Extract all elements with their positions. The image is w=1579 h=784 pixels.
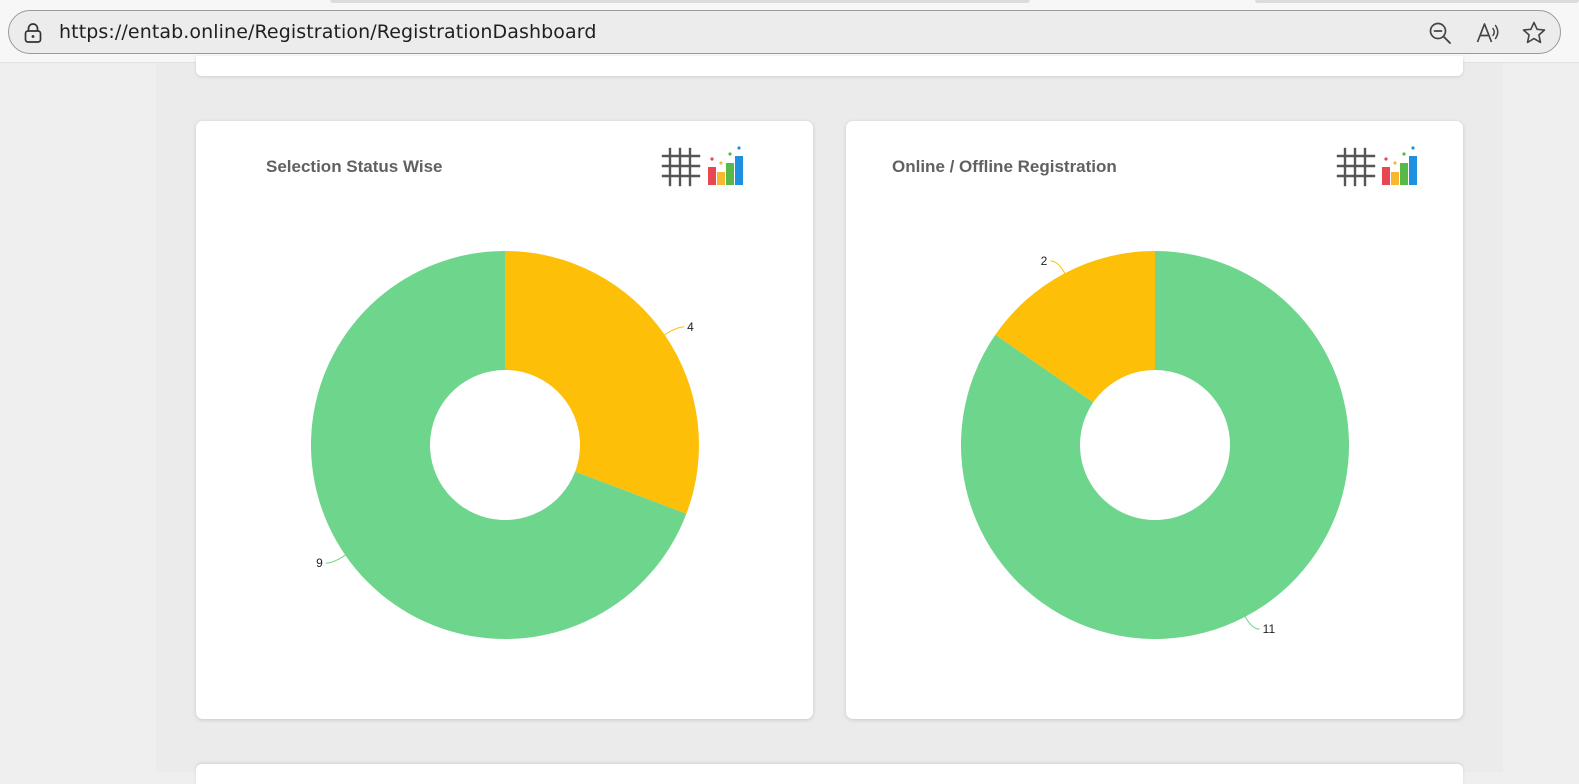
- leader-line: [662, 326, 685, 337]
- tab-strip-edge: [1255, 0, 1579, 3]
- zoom-out-icon[interactable]: [1427, 20, 1453, 46]
- chart-view-icon[interactable]: [1381, 145, 1419, 187]
- url-text[interactable]: https://entab.online/Registration/Regist…: [59, 21, 597, 43]
- card-partial-top: [196, 56, 1463, 76]
- card-title: Online / Offline Registration: [892, 157, 1117, 176]
- donut-chart-online-offline: 11 2: [961, 251, 1349, 639]
- favorite-star-icon[interactable]: [1521, 20, 1547, 46]
- data-label: 4: [687, 320, 694, 334]
- read-aloud-icon[interactable]: [1475, 20, 1501, 46]
- leader-line: [1243, 614, 1260, 630]
- pie-slice[interactable]: [961, 251, 1349, 639]
- chart-view-icon[interactable]: [707, 145, 745, 187]
- table-view-icon[interactable]: [661, 147, 701, 187]
- address-bar[interactable]: https://entab.online/Registration/Regist…: [8, 10, 1561, 54]
- table-view-icon[interactable]: [1336, 147, 1376, 187]
- pie-slice[interactable]: [505, 251, 699, 514]
- donut-chart-selection-status: 49: [310, 251, 699, 640]
- lock-icon[interactable]: [23, 22, 43, 44]
- data-label: 11: [1263, 622, 1276, 636]
- browser-toolbar: https://entab.online/Registration/Regist…: [0, 0, 1579, 63]
- leader-line: [1050, 260, 1067, 276]
- data-label: 9: [316, 556, 323, 570]
- data-label: 2: [1041, 254, 1048, 268]
- pie-slice[interactable]: [995, 251, 1155, 403]
- chart-card-online-offline: Online / Offline Registration 11 2: [846, 121, 1463, 719]
- leader-line: [325, 553, 348, 564]
- tab-strip-edge: [330, 0, 1030, 3]
- pie-slice[interactable]: [310, 251, 687, 640]
- card-title: Selection Status Wise: [266, 157, 443, 176]
- card-partial-bottom: [196, 764, 1463, 784]
